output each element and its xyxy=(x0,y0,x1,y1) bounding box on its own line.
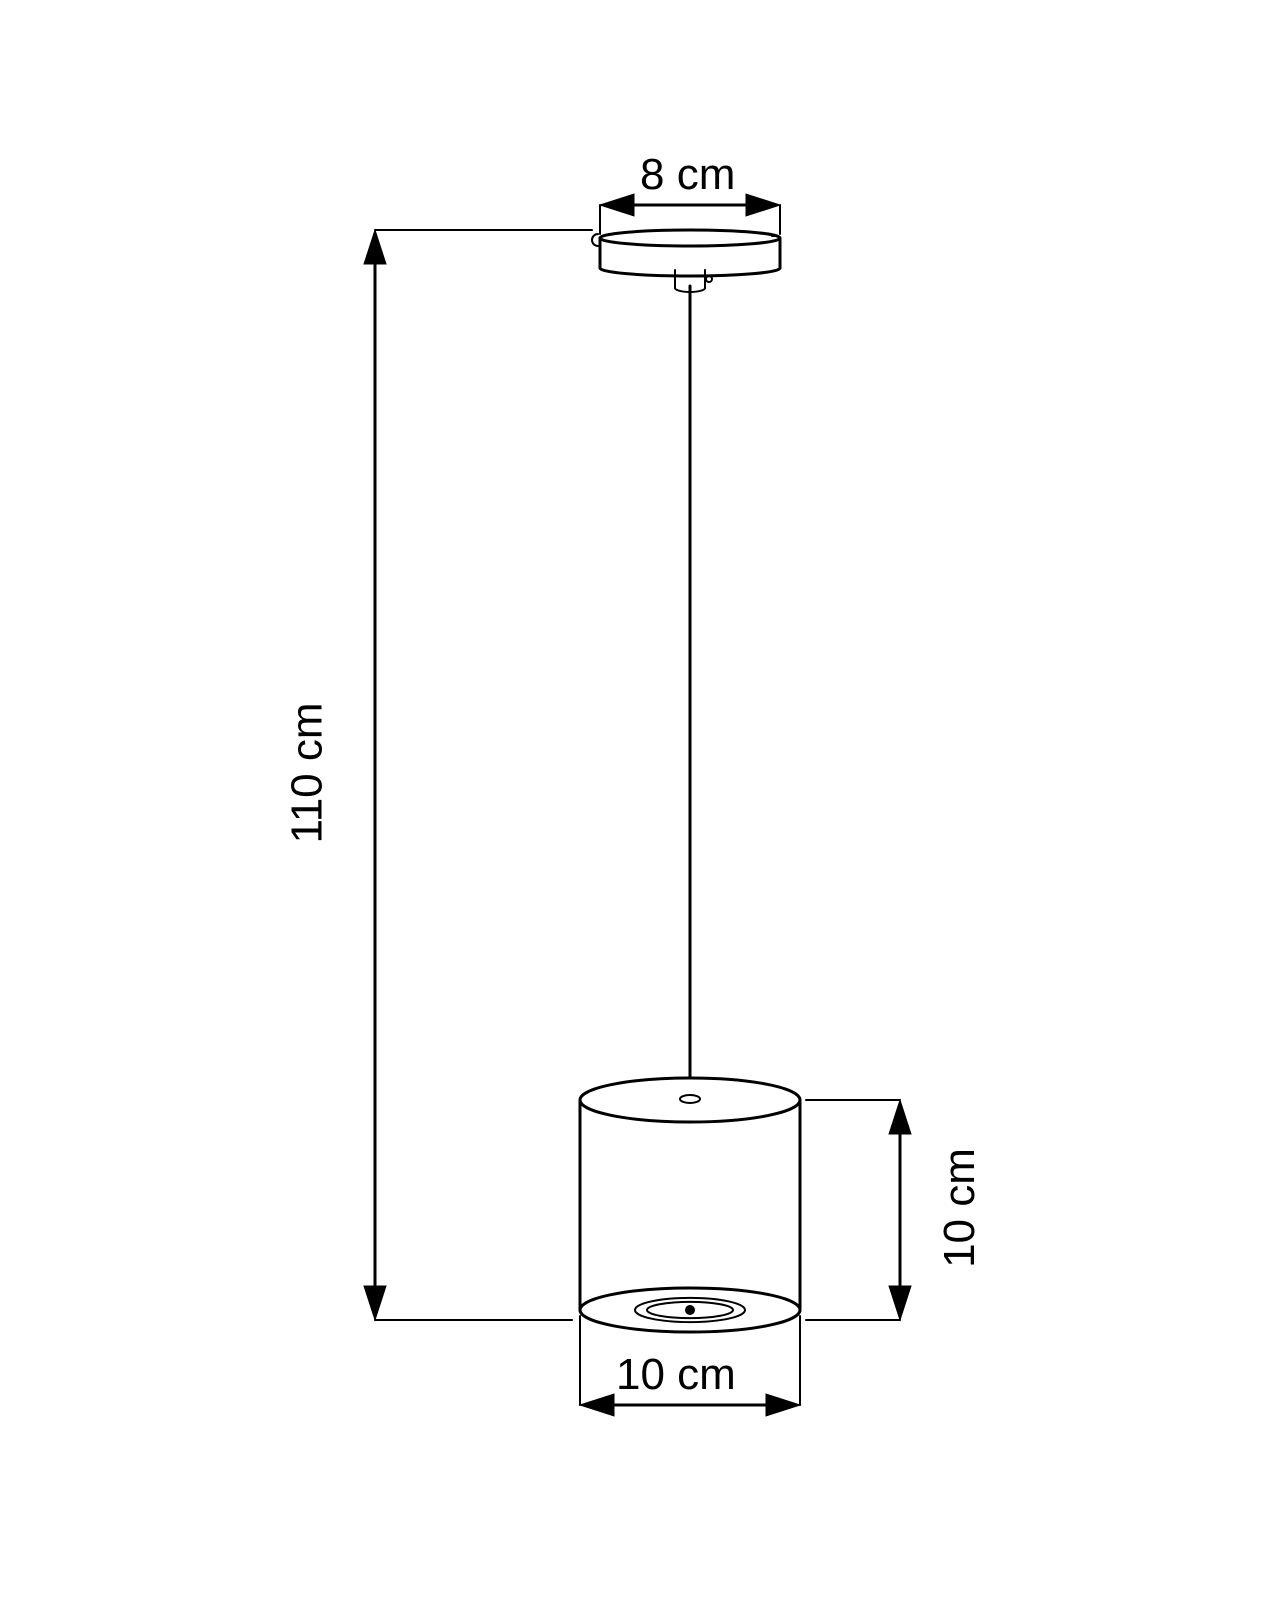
dim-bottom-label: 10 cm xyxy=(616,1350,736,1400)
dim-top-label: 8 cm xyxy=(640,150,735,200)
dim-height-label: 110 cm xyxy=(283,702,333,843)
diagram-stage: 8 cm 10 cm 110 cm 10 cm xyxy=(0,0,1280,1600)
dim-shade-h-label: 10 cm xyxy=(934,1148,984,1268)
